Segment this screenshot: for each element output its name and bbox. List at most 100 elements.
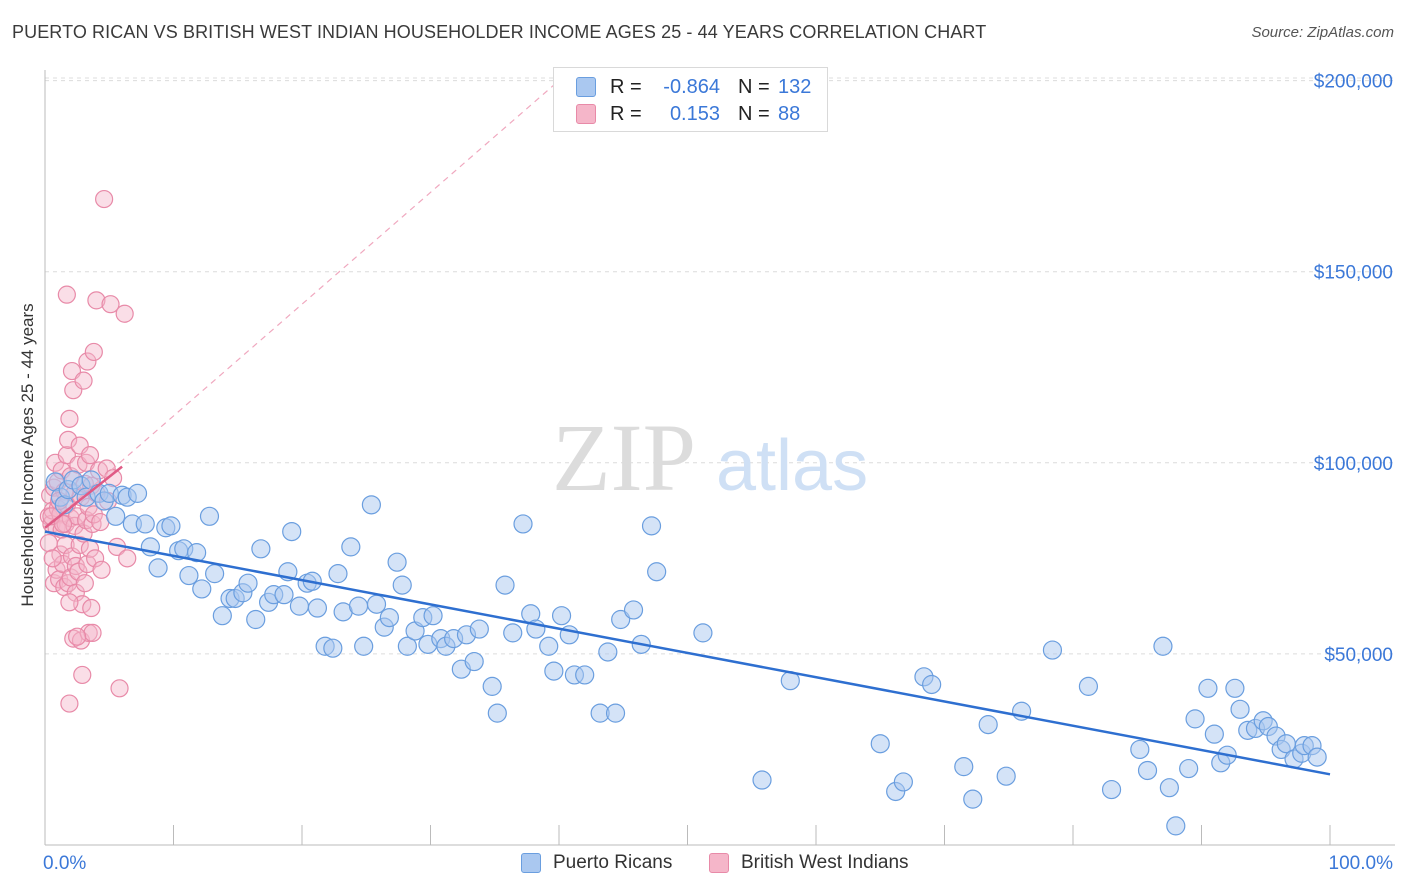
data-point-puerto-ricans xyxy=(361,495,381,515)
legend-row-puerto-ricans: R = -0.864 N = 132 xyxy=(576,75,811,99)
y-tick-label: $100,000 xyxy=(1314,454,1393,475)
data-point-puerto-ricans xyxy=(1179,758,1199,779)
data-point-puerto-ricans xyxy=(469,619,489,639)
data-point-british-west-indians xyxy=(84,342,103,362)
x-tick-label: 100.0% xyxy=(1329,853,1394,874)
data-point-puerto-ricans xyxy=(978,715,998,735)
data-point-british-west-indians xyxy=(83,623,102,642)
data-point-puerto-ricans xyxy=(1198,678,1218,698)
data-point-puerto-ricans xyxy=(348,596,369,616)
data-point-puerto-ricans xyxy=(1185,709,1205,729)
data-point-british-west-indians xyxy=(75,574,94,593)
data-point-puerto-ricans xyxy=(693,623,713,643)
data-point-puerto-ricans xyxy=(161,516,181,536)
data-point-british-west-indians xyxy=(115,304,134,323)
data-point-puerto-ricans xyxy=(1230,699,1250,719)
data-point-puerto-ricans xyxy=(212,606,232,626)
legend-label-puerto-ricans: Puerto Ricans xyxy=(553,852,673,873)
data-point-puerto-ricans xyxy=(238,573,258,593)
watermark-zip: ZIP xyxy=(552,404,696,511)
data-point-puerto-ricans xyxy=(495,575,515,595)
legend-label-british-west-indians: British West Indians xyxy=(741,852,909,873)
legend-swatch-blue xyxy=(576,77,596,97)
legend-r-value: -0.864 xyxy=(663,75,720,98)
trend-line-puerto-ricans xyxy=(44,530,1331,776)
data-point-puerto-ricans xyxy=(482,676,502,696)
data-point-puerto-ricans xyxy=(366,594,387,614)
data-point-puerto-ricans xyxy=(1042,640,1063,660)
data-point-puerto-ricans xyxy=(1166,816,1186,836)
data-point-puerto-ricans xyxy=(192,579,212,599)
data-point-puerto-ricans xyxy=(544,661,564,681)
data-point-puerto-ricans xyxy=(307,598,328,618)
data-point-british-west-indians xyxy=(59,430,78,449)
data-point-puerto-ricans xyxy=(647,562,667,582)
data-point-puerto-ricans xyxy=(251,539,271,559)
data-point-puerto-ricans xyxy=(127,483,148,503)
data-point-british-west-indians xyxy=(43,549,62,568)
data-point-british-west-indians xyxy=(60,409,79,428)
data-point-british-west-indians xyxy=(97,459,116,478)
legend-n-label: N = xyxy=(738,75,770,98)
data-point-puerto-ricans xyxy=(205,564,225,584)
data-point-puerto-ricans xyxy=(135,514,155,534)
data-point-puerto-ricans xyxy=(289,596,310,616)
data-point-puerto-ricans xyxy=(379,607,399,628)
legend-n-value: 88 xyxy=(778,102,801,125)
legend-r-label: R = xyxy=(610,102,642,125)
data-point-puerto-ricans xyxy=(1130,739,1150,760)
data-point-puerto-ricans xyxy=(954,757,974,777)
watermark-atlas: atlas xyxy=(716,426,868,506)
data-point-puerto-ricans xyxy=(341,537,361,557)
data-point-british-west-indians xyxy=(92,560,111,579)
data-point-british-west-indians xyxy=(60,593,79,612)
data-point-puerto-ricans xyxy=(387,552,407,572)
puerto-ricans-points xyxy=(45,470,1327,836)
data-point-british-west-indians xyxy=(78,352,97,371)
x-tick-label: 0.0% xyxy=(43,853,86,874)
data-point-puerto-ricans xyxy=(397,636,417,656)
legend-n-label: N = xyxy=(738,102,770,125)
data-point-puerto-ricans xyxy=(179,565,199,586)
legend-item-puerto-ricans: Puerto Ricans xyxy=(521,852,672,874)
data-point-puerto-ricans xyxy=(423,606,443,626)
data-point-puerto-ricans xyxy=(1101,779,1122,800)
data-point-british-west-indians xyxy=(57,285,76,304)
data-point-puerto-ricans xyxy=(513,514,533,534)
legend-swatch-pink xyxy=(576,104,596,124)
data-point-puerto-ricans xyxy=(1307,747,1327,767)
data-point-british-west-indians xyxy=(86,549,105,568)
legend-swatch-blue xyxy=(521,853,541,873)
legend-n-value: 132 xyxy=(778,75,812,98)
data-point-puerto-ricans xyxy=(623,600,644,620)
data-point-puerto-ricans xyxy=(1078,676,1099,696)
y-tick-label: $150,000 xyxy=(1314,263,1393,284)
data-point-puerto-ricans xyxy=(870,734,890,754)
data-point-puerto-ricans xyxy=(1225,678,1245,698)
data-point-puerto-ricans xyxy=(539,636,559,656)
data-point-british-west-indians xyxy=(68,627,87,646)
data-point-british-west-indians xyxy=(87,291,106,310)
data-point-puerto-ricans xyxy=(1159,778,1179,798)
y-axis-label: Householder Income Ages 25 - 44 years xyxy=(18,303,37,607)
data-point-puerto-ricans xyxy=(752,770,772,790)
y-tick-label: $50,000 xyxy=(1324,645,1393,666)
data-point-puerto-ricans xyxy=(199,506,220,526)
data-point-british-west-indians xyxy=(101,295,120,314)
data-point-puerto-ricans xyxy=(323,638,343,658)
data-point-british-west-indians xyxy=(110,679,129,698)
trend-lines xyxy=(44,80,1331,776)
watermark: ZIP atlas xyxy=(552,404,868,511)
data-point-puerto-ricans xyxy=(392,575,412,595)
data-point-puerto-ricans xyxy=(611,609,631,630)
trend-line-british-west-indians xyxy=(44,465,123,529)
data-point-puerto-ricans xyxy=(1137,760,1158,781)
data-point-puerto-ricans xyxy=(354,636,374,656)
data-point-puerto-ricans xyxy=(1153,636,1173,656)
data-point-puerto-ricans xyxy=(487,703,507,723)
data-point-british-west-indians xyxy=(82,598,101,618)
legend-swatch-pink xyxy=(709,853,729,873)
chart-title: PUERTO RICAN VS BRITISH WEST INDIAN HOUS… xyxy=(12,22,987,42)
data-point-british-west-indians xyxy=(80,446,100,465)
